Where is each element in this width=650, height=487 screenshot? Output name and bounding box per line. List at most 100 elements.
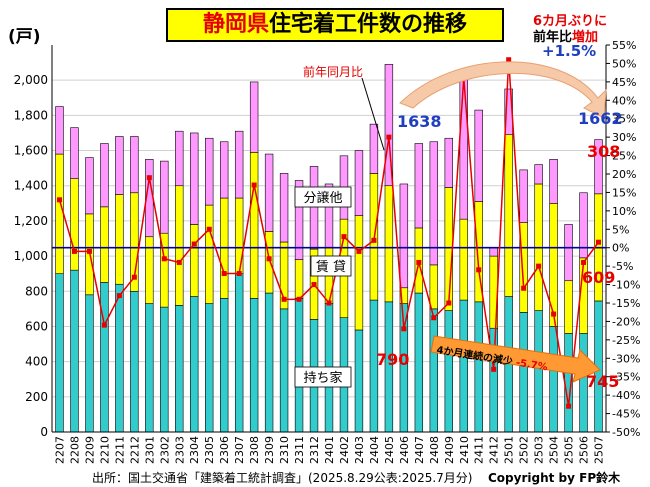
bar-sale-2405	[384, 64, 394, 187]
yoy-point-2402	[341, 234, 347, 240]
bar-sale-2506	[579, 192, 588, 259]
bar-rental-2408	[429, 264, 439, 310]
callout-six-month: 6カ月ぶりに	[533, 14, 608, 29]
yoy-point-2408	[431, 315, 437, 321]
title-prefecture: 静岡県	[202, 12, 269, 37]
yoy-point-2208	[71, 248, 77, 254]
title-main: 住宅着工件数の推移	[269, 12, 468, 37]
callout-yoy-prefix: 前年比	[533, 30, 573, 45]
x-tick-label: 2304	[188, 436, 201, 464]
bar-sale-2209	[85, 157, 94, 215]
label-745: 745	[586, 372, 620, 391]
y-tick-label: 1,800	[14, 108, 48, 122]
x-tick-label: 2305	[203, 436, 216, 464]
segment-label: 持ち家	[303, 370, 342, 386]
y2-tick-label: 25%	[612, 150, 636, 163]
yoy-point-2504	[551, 311, 557, 317]
bar-rental-2311	[294, 259, 304, 299]
bar-rental-2307	[234, 197, 244, 274]
y-tick-label: 800	[25, 284, 48, 298]
y2-tick-label: -45%	[612, 408, 640, 421]
bar-owned-2208	[70, 269, 79, 433]
bar-rental-2309	[264, 231, 274, 294]
bar-rental-2504	[549, 203, 558, 327]
copyright: Copyright by FP鈴木	[488, 471, 621, 485]
callout-plus-pct: +1.5%	[542, 42, 597, 60]
yoy-point-2209	[86, 248, 92, 254]
bar-owned-2301	[145, 303, 154, 433]
bar-owned-2307	[234, 273, 244, 433]
label-1662: 1662	[578, 109, 623, 128]
yoy-point-2406	[401, 326, 407, 332]
yoy-point-2304	[191, 241, 197, 247]
yoy-point-2507	[596, 239, 602, 245]
y2-tick-label: 45%	[612, 76, 636, 89]
bar-rental-2211	[115, 194, 124, 285]
yoy-point-2212	[131, 274, 137, 280]
bar-rental-2305	[205, 204, 214, 304]
segment-label-box	[294, 366, 352, 388]
yoy-point-2506	[581, 259, 587, 265]
y2-tick-label: -10%	[612, 279, 640, 292]
bar-rental-2208	[70, 178, 79, 271]
x-tick-label: 2507	[593, 436, 606, 464]
x-tick-label: 2408	[428, 436, 441, 464]
x-tick-label: 2501	[503, 436, 516, 464]
bar-sale-2310	[279, 173, 289, 243]
yoy-point-2501	[506, 57, 512, 63]
chart-title: 静岡県住宅着工件数の推移	[166, 8, 504, 42]
bar-sale-2504	[549, 159, 558, 204]
bar-sale-2312	[309, 166, 319, 250]
segment-label-box	[294, 186, 352, 208]
y2-tick-label: -35%	[612, 371, 640, 384]
bar-sale-2412	[489, 246, 498, 257]
yoy-point-2412	[491, 366, 497, 372]
y2-tick-label: 35%	[612, 113, 636, 126]
bar-rental-2210	[100, 206, 109, 283]
x-tick-label: 2210	[98, 436, 111, 464]
x-tick-label: 2411	[473, 436, 486, 464]
yoy-point-2404	[371, 237, 377, 243]
y-tick-label: 1,200	[14, 214, 48, 228]
yoy-point-2401	[326, 300, 332, 306]
yoy-leader-line	[361, 77, 385, 151]
y2-tick-label: 30%	[612, 131, 636, 144]
bar-sale-2305	[205, 137, 214, 206]
bar-sale-2406	[399, 183, 409, 289]
yoy-point-2308	[251, 182, 257, 188]
bar-owned-2309	[264, 292, 274, 433]
bar-owned-2210	[100, 282, 109, 433]
bar-rental-2410	[459, 218, 468, 301]
y2-tick-label: -40%	[612, 389, 640, 402]
yoy-point-2207	[56, 197, 62, 203]
x-tick-label: 2208	[68, 436, 81, 464]
bar-owned-2311	[294, 298, 304, 433]
x-tick-label: 2504	[548, 436, 561, 464]
x-tick-label: 2209	[83, 436, 96, 464]
yoy-point-2310	[281, 296, 287, 302]
y-tick-label: 600	[25, 319, 48, 333]
yoy-point-2505	[566, 403, 572, 409]
y2-tick-label: 55%	[612, 39, 636, 52]
unit-label: (戸)	[8, 27, 41, 47]
yoy-point-2403	[356, 248, 362, 254]
y-tick-label: 1,600	[14, 144, 48, 158]
bar-owned-2306	[219, 298, 229, 433]
bar-sale-2407	[414, 143, 424, 229]
curved-arrow	[399, 61, 607, 119]
bar-sale-2411	[474, 109, 483, 202]
y-tick-label: 1,400	[14, 179, 48, 193]
bar-owned-2305	[205, 303, 214, 433]
yoy-point-2407	[416, 259, 422, 265]
bar-sale-2311	[294, 180, 304, 260]
segment-label-box	[310, 255, 352, 277]
x-tick-label: 2308	[248, 436, 261, 464]
bar-rental-2303	[175, 185, 184, 306]
yoy-line	[56, 57, 602, 409]
x-tick-label: 2307	[233, 436, 246, 464]
bar-sale-2208	[70, 127, 79, 179]
segment-label: 賃 貸	[316, 259, 346, 275]
x-tick-label: 2211	[113, 436, 126, 464]
bar-owned-2410	[459, 299, 468, 433]
